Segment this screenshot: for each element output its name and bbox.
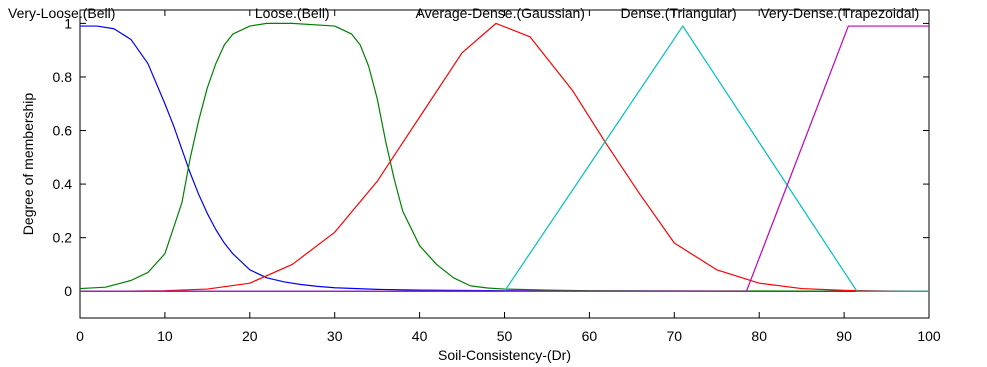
x-tick-label: 70: [667, 328, 683, 344]
membership-labels: Very-Loose.(Bell) Loose.(Bell) Average-Den…: [8, 5, 919, 21]
x-tick-label: 40: [412, 328, 428, 344]
x-tick-label: 30: [327, 328, 343, 344]
series-line: [79, 22, 929, 292]
y-tick-label: 1: [64, 15, 72, 31]
x-tick-label: 50: [497, 328, 513, 344]
series-line: [80, 25, 929, 292]
y-tick-label: 0.6: [53, 123, 73, 139]
x-tick-label: 90: [836, 328, 852, 344]
series-label: Average-Dense.(Gaussian): [416, 5, 585, 21]
x-tick-label: 60: [582, 328, 598, 344]
y-tick-label: 0.8: [53, 69, 73, 85]
series-label: Dense.(Triangular): [620, 5, 736, 21]
series-label: Loose.(Bell): [255, 5, 330, 21]
x-tick-label: 100: [917, 328, 941, 344]
series-label: Very-Dense.(Trapezoidal): [760, 5, 919, 21]
x-tick-label: 80: [751, 328, 767, 344]
ticks: 0 10 20 30 40 50 60 70 80 90 100 0 0.2 0.4 0.6 0.8 1: [53, 10, 941, 344]
series-line: [80, 22, 930, 292]
y-axis-label: Degree of membership: [20, 93, 36, 236]
plot-area: [79, 9, 930, 319]
x-tick-label: 20: [242, 328, 258, 344]
y-tick-label: 0: [64, 283, 72, 299]
x-axis-label: Soil-Consistency-(Dr): [438, 347, 571, 363]
y-tick-label: 0.2: [53, 230, 73, 246]
y-tick-label: 0.4: [53, 176, 73, 192]
x-tick-label: 0: [76, 328, 84, 344]
series-lines: [79, 22, 930, 292]
series-label: Very-Loose.(Bell): [8, 5, 115, 21]
x-tick-label: 10: [157, 328, 173, 344]
